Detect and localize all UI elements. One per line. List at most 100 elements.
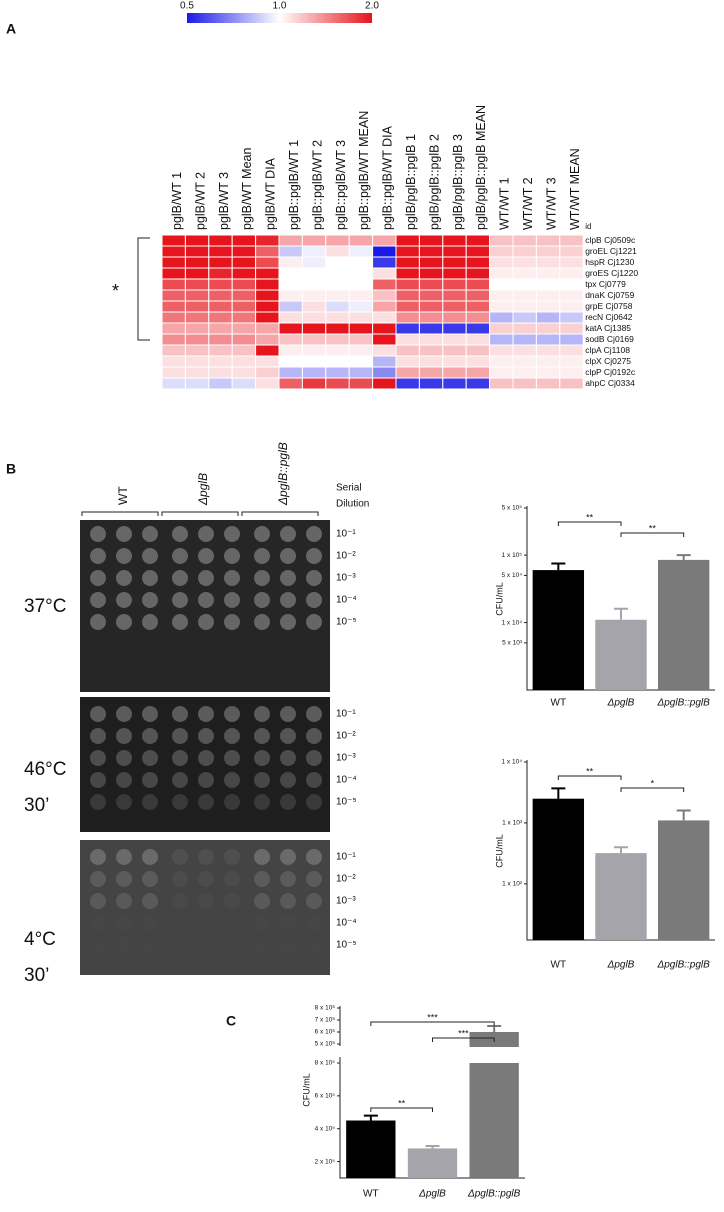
colony-spot — [116, 915, 132, 931]
heatmap-cell — [255, 322, 280, 335]
heatmap-cell — [301, 245, 327, 258]
y-axis-label: CFU/mL — [494, 834, 504, 868]
bracket — [137, 237, 150, 341]
significance-label: ** — [586, 766, 594, 776]
heatmap-cell — [348, 256, 374, 269]
colony-spot — [280, 548, 296, 564]
column-label: pglB/pglB::pglB MEAN — [474, 105, 488, 230]
colony-spot — [172, 614, 188, 630]
significance-bracket — [557, 521, 622, 526]
heatmap-cell — [208, 256, 233, 269]
row-label: ahpC Cj0334 — [585, 378, 635, 388]
heatmap-cell — [278, 355, 303, 368]
strain-bracket — [81, 511, 159, 516]
heatmap-cell — [395, 333, 420, 346]
colony-spot — [142, 614, 158, 630]
dilution-title: Dilution — [336, 499, 369, 510]
colony-spot — [254, 548, 270, 564]
column-label: pglB/WT DIA — [264, 157, 278, 230]
row-label: dnaK Cj0759 — [585, 290, 634, 300]
heatmap-cell — [372, 289, 397, 302]
heatmap-cell — [208, 366, 233, 379]
heatmap-cell — [395, 377, 420, 390]
axis — [526, 760, 715, 941]
heatmap-cell — [512, 322, 537, 335]
colony-spot — [306, 526, 322, 542]
colorbar-tick-label: 1.0 — [273, 1, 287, 12]
heatmap-cell — [161, 322, 186, 335]
row-label: grpE Cj0758 — [585, 301, 633, 311]
dilution-label: 10⁻⁴ — [336, 775, 357, 786]
significance-bracket — [557, 775, 622, 780]
heatmap-cell — [372, 256, 397, 269]
row-label: clpP Cj0192c — [585, 367, 636, 377]
colony-spot — [142, 706, 158, 722]
column-label: pglB::pglB/WT DIA — [381, 125, 395, 230]
colony-spot — [306, 794, 322, 810]
heatmap-cell — [184, 333, 210, 346]
column-label: WT/WT 1 — [498, 177, 512, 230]
heatmap-cell — [535, 311, 561, 324]
colony-spot — [224, 937, 240, 953]
error-bar — [363, 1114, 378, 1121]
row-label: recN Cj0642 — [585, 312, 633, 322]
heatmap-cell — [418, 256, 444, 269]
column-label: pglB::pglB/WT MEAN — [357, 111, 371, 230]
bar — [532, 798, 585, 940]
colony-spot — [90, 750, 106, 766]
heatmap-cell — [442, 311, 467, 324]
strain-bracket — [161, 511, 239, 516]
row-label: groEL Cj1221 — [585, 246, 637, 256]
colony-spot — [116, 772, 132, 788]
colony-spot — [224, 794, 240, 810]
colony-spot — [90, 614, 106, 630]
heatmap-cell — [348, 311, 374, 324]
bar — [657, 820, 710, 940]
colony-spot — [198, 548, 214, 564]
heatmap-cell — [231, 377, 257, 390]
colony-spot — [198, 849, 214, 865]
heatmap-cell — [325, 366, 350, 379]
heatmap-cell — [325, 289, 350, 302]
heatmap-cell — [559, 300, 584, 313]
colony-spot — [172, 570, 188, 586]
heatmap-cell — [535, 256, 561, 269]
heatmap-cell — [372, 234, 397, 247]
heatmap-cell — [301, 377, 327, 390]
heatmap-cell — [489, 333, 514, 346]
heatmap-cell — [512, 300, 537, 313]
x-tick-label: WT — [551, 960, 567, 971]
heatmap-cell — [465, 344, 491, 357]
heatmap-cell — [465, 245, 491, 258]
heatmap-cell — [372, 377, 397, 390]
heatmap-cell — [395, 278, 420, 291]
bar-lower-part — [469, 1063, 519, 1178]
heatmap-cell — [465, 234, 491, 247]
x-tick-label: ΔpglB::pglB — [657, 698, 711, 709]
heatmap-cell — [348, 234, 374, 247]
heatmap-cell — [325, 355, 350, 368]
colorbar-tick-label: 2.0 — [365, 1, 379, 12]
colony-spot — [142, 592, 158, 608]
heatmap-cell — [512, 289, 537, 302]
strain-bracket — [241, 511, 319, 516]
colony-spot — [306, 893, 322, 909]
colorbar-tick-label: 0.5 — [180, 1, 194, 12]
heatmap-cell — [278, 256, 303, 269]
colony-spot — [116, 937, 132, 953]
bar — [595, 619, 647, 690]
heatmap-cell — [372, 333, 397, 346]
heatmap-cell — [255, 344, 280, 357]
strain-label: WT — [116, 486, 130, 505]
colony-spot — [280, 893, 296, 909]
heatmap-cell — [535, 355, 561, 368]
colony-spot — [254, 728, 270, 744]
colony-spot — [116, 728, 132, 744]
column-label: pglB/pglB::pglB 1 — [404, 134, 418, 230]
condition-label: 46°C — [24, 759, 66, 780]
colony-spot — [90, 706, 106, 722]
colony-spot — [172, 871, 188, 887]
heatmap-cell — [184, 289, 210, 302]
colony-spot — [280, 849, 296, 865]
